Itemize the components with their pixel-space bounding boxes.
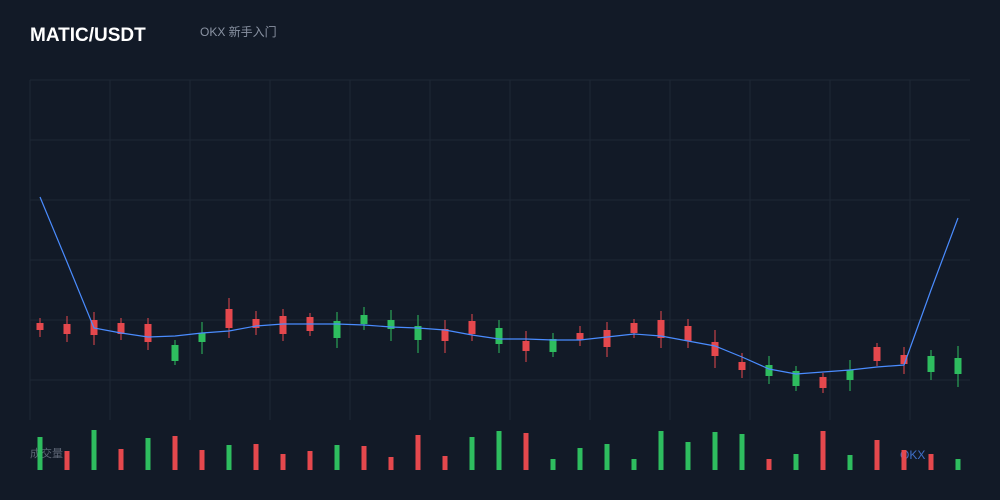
candle-body [441,329,449,341]
candle-body [927,356,935,372]
volume-bar [91,430,97,470]
volume-bar [604,444,610,470]
candle-body [63,324,71,334]
candle-body [198,333,206,342]
volume-bar [901,450,907,470]
candle-body [684,326,692,341]
volume-bar [685,442,691,470]
volume-bar [469,437,475,470]
candle-body [279,316,287,334]
candle-body [171,345,179,361]
volume-bar [172,436,178,470]
candle-body [765,365,773,376]
volume-bar [334,445,340,470]
candle-body [954,358,962,374]
volume-bar [253,444,259,470]
volume-bar [766,459,772,470]
candle-body [522,341,530,351]
candle-body [873,347,881,361]
candle-body [360,315,368,324]
candle-body [495,328,503,344]
candle-body [252,319,260,328]
volume-bar [280,454,286,470]
volume-bar [712,432,718,470]
volume-bar [874,440,880,470]
guide-link[interactable]: OKX 新手入门 [200,24,277,39]
volume-bar [793,454,799,470]
volume-bar [847,455,853,470]
candle-body [144,324,152,342]
candle-body [630,323,638,333]
volume-bar [658,431,664,470]
volume-bar [955,459,961,470]
candle-body [900,355,908,364]
volume-label: 成交量 [30,446,63,460]
candle-body [603,330,611,347]
volume-bar [739,434,745,470]
volume-bar [145,438,151,470]
volume-bar [496,431,502,470]
candle-body [225,309,233,328]
volume-bar [37,437,43,470]
pair-title: MATIC/USDT [30,25,146,46]
volume-bar [361,446,367,470]
volume-bar [928,454,934,470]
volume-bar [118,449,124,470]
volume-bar [550,459,556,470]
volume-bar [631,459,637,470]
volume-bar [307,451,313,470]
candle-body [549,339,557,352]
candle-body [333,321,341,338]
volume-bar [820,431,826,470]
candle-body [846,370,854,380]
candle-body [657,320,665,338]
volume-bar [199,450,205,470]
candle-body [738,362,746,370]
candle-body [387,320,395,329]
candle-body [792,371,800,386]
volume-bar [442,456,448,470]
volume-bar [523,433,529,470]
ma-line [39,196,959,375]
volume-bar [388,457,394,470]
volume-bar [226,445,232,470]
candle-body [711,342,719,356]
candle-body [36,323,44,330]
grid [29,79,970,420]
volume-bar [415,435,421,470]
candle-body [117,323,125,334]
volume-bar [577,448,583,470]
candle-body [468,321,476,334]
volume-bar [64,451,70,470]
candle-body [576,333,584,340]
candle-body [819,377,827,388]
candle-body [414,326,422,340]
